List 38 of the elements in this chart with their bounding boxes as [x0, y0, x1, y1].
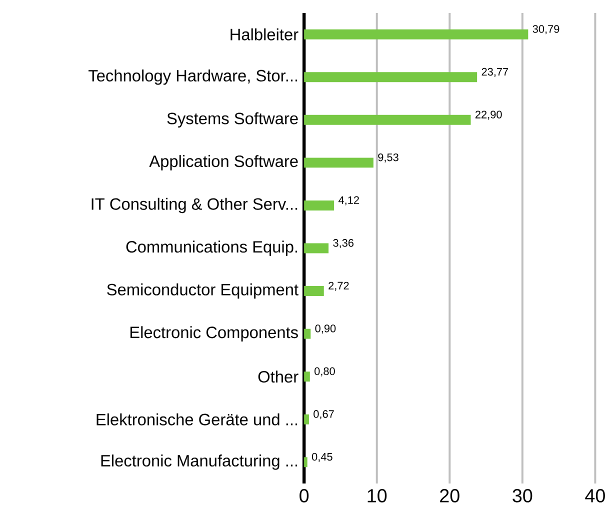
bar [304, 157, 374, 168]
bar [304, 29, 528, 40]
y-tick-label: Application Software [149, 154, 298, 170]
bar [304, 371, 310, 382]
bar [304, 328, 311, 339]
x-tick-label: 20 [440, 488, 460, 502]
bar [304, 414, 309, 424]
data-label: 4,12 [338, 196, 359, 206]
bar [304, 114, 471, 125]
data-label: 23,77 [482, 68, 508, 77]
y-tick-label: IT Consulting & Other Serv... [92, 198, 298, 213]
bar [304, 456, 308, 467]
y-tick-label: Electronic Components [130, 326, 298, 342]
data-label: 30,79 [532, 24, 560, 34]
data-label: 2,72 [328, 282, 349, 291]
bar [304, 286, 324, 296]
y-tick-label: Other [258, 370, 298, 382]
x-tick-label: 0 [300, 488, 309, 502]
data-label: 0,90 [315, 324, 336, 334]
data-label: 3,36 [333, 238, 354, 248]
y-tick-label: Technology Hardware, Stor... [88, 69, 298, 85]
bar [304, 243, 329, 254]
y-tick-label: Electronic Manufacturing ... [101, 454, 298, 470]
x-tick-label: 40 [585, 488, 605, 502]
x-tick-label: 30 [512, 488, 532, 502]
bar [304, 200, 334, 210]
data-label: 0,80 [314, 367, 335, 376]
bar [304, 72, 478, 82]
y-tick-label: Elektronische Geräte und ... [96, 413, 298, 426]
y-tick-label: Semiconductor Equipment [107, 283, 298, 298]
x-tick-label: 10 [368, 488, 387, 502]
data-label: 0,67 [314, 410, 334, 419]
y-tick-label: Halbleiter [230, 28, 298, 40]
data-label: 0,45 [312, 452, 332, 462]
data-label: 9,53 [378, 153, 398, 162]
data-label: 22,90 [475, 110, 502, 120]
y-tick-label: Systems Software [167, 112, 298, 128]
y-tick-label: Communications Equip. [126, 240, 298, 256]
